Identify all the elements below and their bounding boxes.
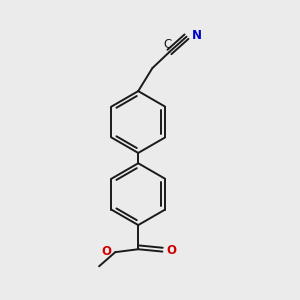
- Text: C: C: [164, 38, 172, 51]
- Text: N: N: [192, 29, 202, 42]
- Text: O: O: [101, 245, 111, 258]
- Text: O: O: [166, 244, 176, 257]
